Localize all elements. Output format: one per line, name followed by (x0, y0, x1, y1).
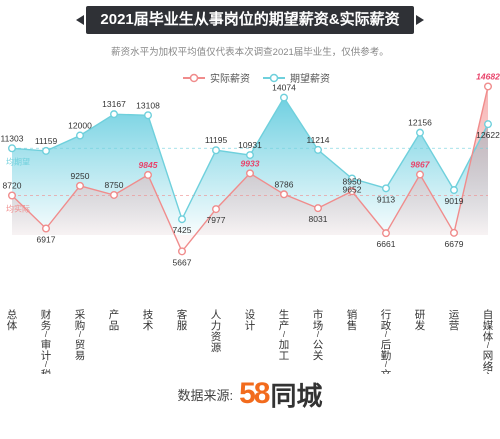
legend-marker-1 (269, 73, 279, 83)
data-label-expected-2: 12000 (68, 121, 92, 131)
point-actual-13 (450, 228, 459, 237)
data-label-expected-10: 9652 (343, 184, 362, 194)
data-label-expected-6: 11195 (205, 135, 228, 145)
point-actual-12 (416, 170, 425, 179)
x-tick-label-12: 研发 (415, 309, 426, 332)
data-label-expected-9: 11214 (306, 135, 329, 145)
point-actual-5 (177, 247, 186, 256)
logo-58-icon: 58 (239, 377, 270, 411)
data-label-actual-0: 8720 (3, 181, 22, 191)
data-label-actual-13: 6679 (445, 239, 464, 249)
x-tick-label-10: 销售 (347, 308, 358, 332)
point-actual-1 (42, 224, 51, 233)
point-actual-3 (109, 190, 118, 199)
point-expected-8 (280, 93, 289, 102)
x-tick-label-3: 产品 (109, 308, 120, 332)
legend-label-0: 实际薪资 (210, 72, 250, 85)
point-expected-0 (7, 144, 16, 153)
reference-label-1: 均实际 (6, 204, 30, 214)
point-expected-4 (143, 111, 152, 120)
data-label-actual-14: 14682 (476, 71, 500, 81)
point-expected-9 (314, 145, 323, 154)
data-label-expected-11: 9113 (377, 194, 396, 204)
data-label-actual-9: 8031 (309, 214, 328, 224)
x-tick-label-8: 生产/加工 (279, 308, 290, 362)
data-source-label: 数据来源: (177, 387, 234, 403)
point-expected-5 (177, 215, 186, 224)
data-label-expected-0: 11303 (0, 133, 23, 143)
data-label-actual-2: 9250 (71, 171, 90, 181)
point-actual-4 (143, 170, 152, 179)
x-tick-label-0: 总体 (7, 308, 18, 332)
x-tick-label-14: 自媒体/网络主播 (483, 308, 494, 374)
point-expected-7 (245, 151, 254, 160)
chart-legend: 实际薪资 期望薪资 (183, 72, 330, 85)
chart-subtitle: 薪资水平为加权平均值仅代表本次调查2021届毕业生，仅供参考。 (111, 47, 389, 58)
chart-title: 2021届毕业生从事岗位的期望薪资&实际薪资 (76, 6, 424, 34)
point-expected-10 (348, 174, 357, 183)
x-tick-label-13: 运营 (449, 309, 460, 332)
x-tick-label-6: 人力资源 (211, 309, 222, 354)
data-label-expected-13: 9019 (445, 196, 464, 206)
data-label-actual-5: 5667 (173, 257, 192, 267)
legend-marker-0 (189, 73, 199, 83)
point-expected-11 (382, 184, 391, 193)
x-tick-label-1: 财务/审计/税务 (41, 308, 52, 374)
x-tick-label-7: 设计 (245, 309, 256, 332)
data-label-expected-14: 12622 (476, 130, 500, 140)
x-tick-label-5: 客服 (177, 308, 188, 332)
reference-label-0: 均期望 (6, 156, 30, 166)
point-expected-12 (416, 128, 425, 137)
x-tick-label-9: 市场/公关 (313, 308, 324, 362)
data-label-actual-12: 9867 (411, 160, 431, 170)
data-label-actual-6: 7977 (207, 215, 226, 225)
data-label-actual-7: 9933 (241, 158, 260, 168)
data-label-actual-4: 9845 (139, 160, 158, 170)
actual-area (12, 86, 488, 252)
point-expected-13 (450, 186, 459, 195)
point-actual-11 (382, 229, 391, 238)
data-label-expected-1: 11159 (35, 136, 58, 146)
data-label-expected-12: 12156 (408, 118, 432, 128)
legend-label-1: 期望薪资 (290, 72, 330, 85)
x-tick-label-2: 采购/贸易 (75, 309, 86, 362)
data-label-expected-5: 7425 (173, 225, 192, 235)
data-label-actual-1: 6917 (37, 234, 56, 244)
x-tick-label-11: 行政/后勤/文秘 (381, 308, 392, 374)
point-expected-1 (42, 146, 51, 155)
data-label-expected-3: 13167 (102, 99, 126, 109)
point-expected-3 (109, 110, 118, 119)
data-label-actual-11: 6661 (377, 239, 396, 249)
point-expected-6 (211, 146, 220, 155)
point-actual-9 (314, 204, 323, 213)
point-actual-14 (484, 82, 493, 91)
logo-name: 同城 (270, 380, 323, 411)
point-actual-2 (75, 181, 84, 190)
data-label-expected-8: 14074 (272, 83, 296, 93)
logo-digits: 58 (239, 377, 270, 410)
point-expected-2 (75, 131, 84, 140)
data-label-expected-4: 13108 (136, 100, 160, 110)
data-label-actual-3: 8750 (105, 180, 124, 190)
data-label-actual-10: 8950 (343, 176, 362, 186)
point-expected-14 (484, 120, 493, 129)
data-label-actual-8: 8786 (275, 179, 294, 189)
point-actual-10 (348, 187, 357, 196)
point-actual-8 (280, 190, 289, 199)
data-source: 数据来源: 58 同城 (0, 374, 500, 414)
x-tick-label-4: 技术 (143, 308, 154, 332)
point-actual-0 (7, 191, 16, 200)
data-label-expected-7: 10931 (238, 140, 262, 150)
point-actual-7 (245, 169, 254, 178)
point-actual-6 (211, 205, 220, 214)
